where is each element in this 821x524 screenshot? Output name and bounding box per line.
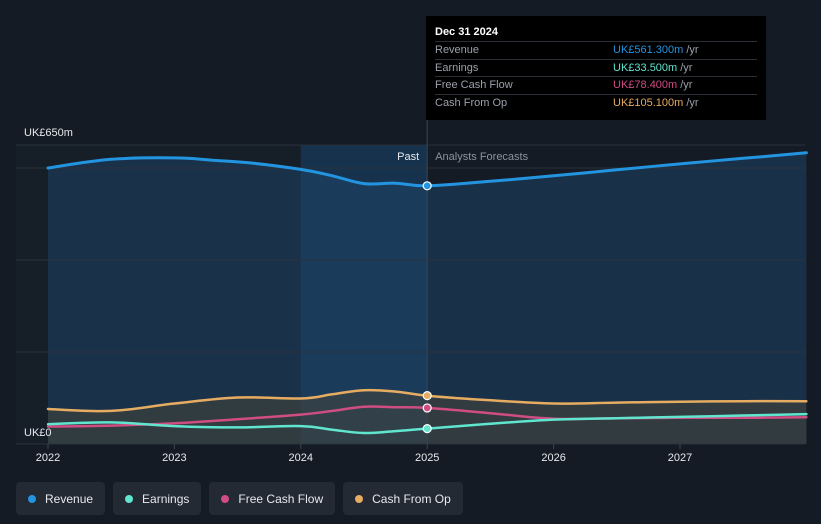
legend-label: Free Cash Flow <box>238 491 324 506</box>
tooltip: Dec 31 2024 Revenue UK£561.300m /yr Earn… <box>426 16 766 120</box>
x-tick-label: 2026 <box>541 452 565 464</box>
tooltip-value: UK£78.400m <box>613 79 678 92</box>
series-line-revenue <box>46 151 808 188</box>
tooltip-label: Cash From Op <box>435 96 508 109</box>
series-lines <box>46 151 808 435</box>
tooltip-value: UK£105.100m <box>613 96 684 109</box>
tooltip-unit: /yr <box>680 79 693 92</box>
chart-svg: UK£650m UK£0 Past Analysts Forecasts 202… <box>16 120 808 464</box>
gridlines <box>16 144 805 445</box>
x-tick-label: 2022 <box>36 452 60 464</box>
past-label: Past <box>397 151 419 163</box>
tooltip-label: Revenue <box>435 44 480 57</box>
tooltip-row-revenue: Revenue UK£561.300m /yr <box>435 41 757 59</box>
tooltip-label: Free Cash Flow <box>435 79 513 92</box>
tooltip-unit: /yr <box>686 96 699 109</box>
tooltip-label: Earnings <box>435 61 479 74</box>
x-tick-label: 2025 <box>415 452 439 464</box>
revenue-dot-icon <box>28 494 36 503</box>
legend-item-earnings[interactable]: Earnings <box>113 482 202 515</box>
x-tick-label: 2027 <box>668 452 692 464</box>
y-axis-min-label: UK£0 <box>24 427 52 439</box>
marker-earnings <box>422 423 432 434</box>
tooltip-unit: /yr <box>680 61 693 74</box>
marker-cash-from-op <box>422 391 432 401</box>
tooltip-value: UK£33.500m <box>613 61 678 74</box>
legend-label: Cash From Op <box>372 491 451 506</box>
forecast-label: Analysts Forecasts <box>435 151 528 163</box>
marker-revenue <box>422 181 432 191</box>
tooltip-row-earnings: Earnings UK£33.500m /yr <box>435 58 757 77</box>
tooltip-value: UK£561.300m <box>613 44 684 57</box>
legend-label: Earnings <box>142 491 190 506</box>
tooltip-row-free-cash-flow: Free Cash Flow UK£78.400m /yr <box>435 76 757 94</box>
x-tick-label: 2024 <box>289 452 313 464</box>
legend: Revenue Earnings Free Cash Flow Cash Fro… <box>16 482 463 515</box>
tooltip-date: Dec 31 2024 <box>435 26 498 38</box>
tooltip-row-cash-from-op: Cash From Op UK£105.100m /yr <box>435 93 757 112</box>
earnings-dot-icon <box>125 494 134 503</box>
x-tick-label: 2023 <box>162 452 186 464</box>
free-cash-flow-dot-icon <box>221 494 230 503</box>
series-line-cash-from-op <box>46 388 808 413</box>
cash-from-op-dot-icon <box>355 494 364 503</box>
legend-item-free-cash-flow[interactable]: Free Cash Flow <box>209 482 336 515</box>
legend-label: Revenue <box>45 491 94 506</box>
tooltip-unit: /yr <box>686 44 699 57</box>
x-axis-ticks: 2022 2023 2024 2025 2026 2027 <box>36 444 692 464</box>
legend-item-revenue[interactable]: Revenue <box>16 482 106 515</box>
marker-free-cash-flow <box>422 403 432 413</box>
series-markers <box>422 181 432 434</box>
y-axis-max-label: UK£650m <box>24 127 73 139</box>
series-line-earnings <box>46 412 808 435</box>
legend-item-cash-from-op[interactable]: Cash From Op <box>343 482 463 515</box>
